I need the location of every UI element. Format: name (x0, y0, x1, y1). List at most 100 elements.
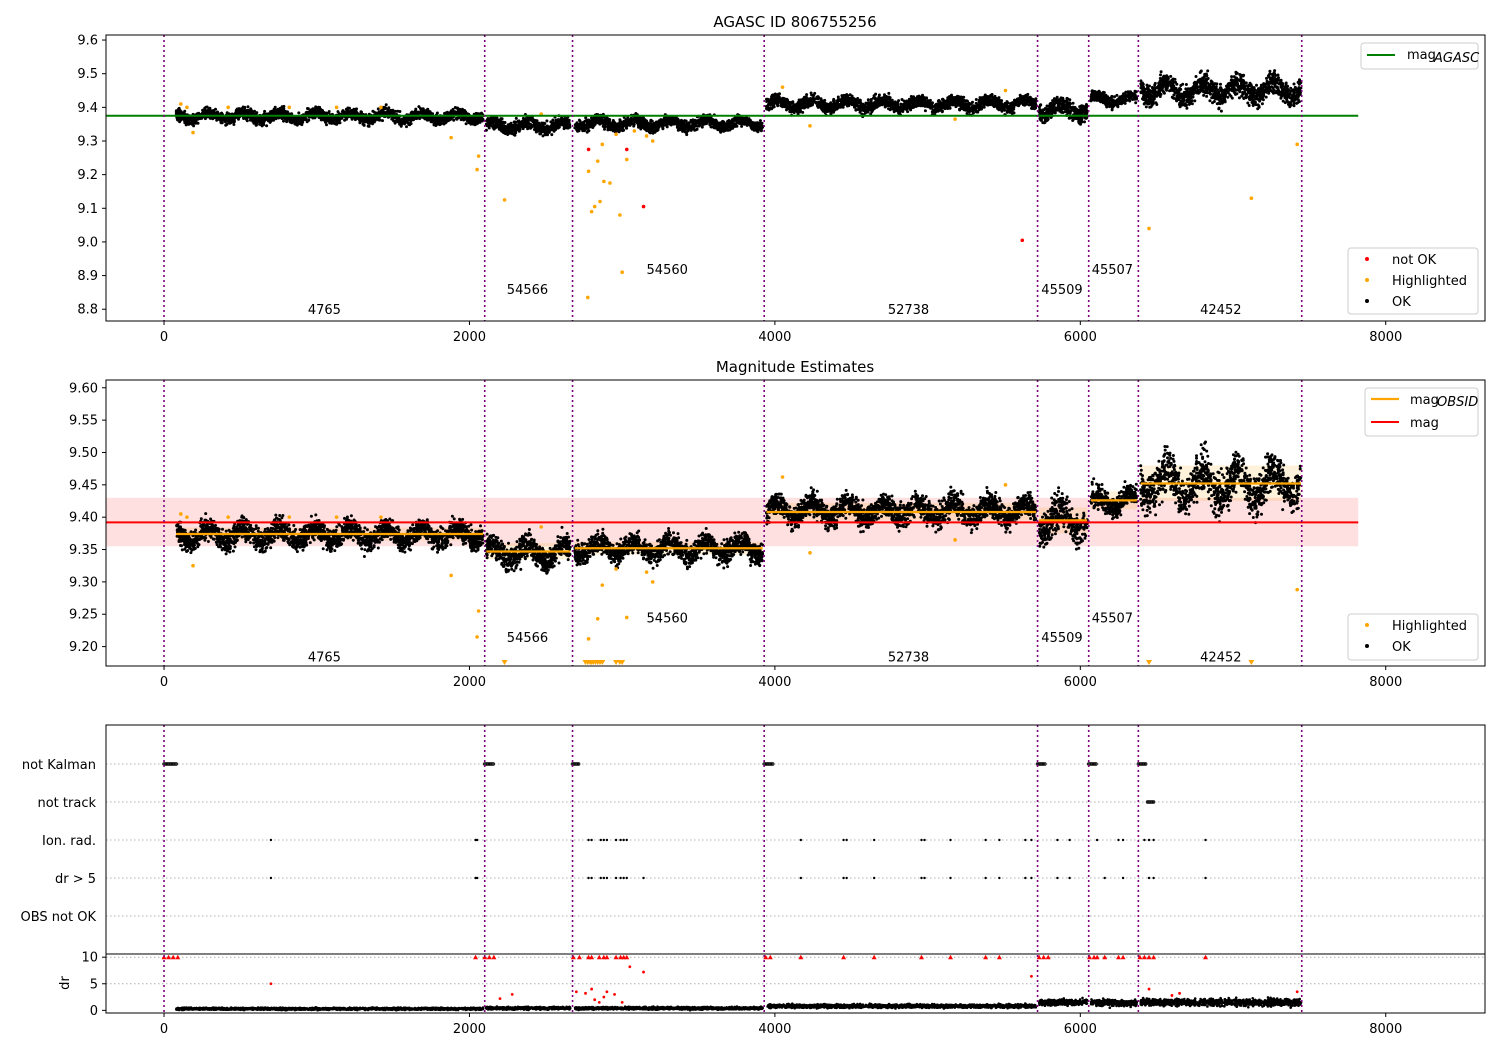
ok-point (500, 117, 504, 121)
ok-point (426, 107, 430, 111)
ok-point (648, 127, 652, 131)
ok-point (974, 98, 978, 101)
ok-point (682, 121, 686, 125)
ok-point (694, 124, 698, 128)
ok-point (672, 120, 676, 124)
ok-point (665, 124, 669, 127)
ok-point (516, 119, 520, 123)
ok-point (711, 118, 715, 122)
ok-point (333, 117, 337, 121)
ok-point (552, 129, 556, 133)
ok-point (490, 117, 494, 121)
ok-point (685, 131, 688, 135)
ok-point (809, 91, 813, 95)
ok-point (596, 117, 600, 121)
ok-point (585, 130, 589, 134)
ok-point (652, 124, 656, 128)
ok-point (425, 118, 429, 122)
ok-point (502, 125, 506, 129)
ok-point (270, 111, 274, 115)
ok-point (702, 122, 706, 126)
ok-point (288, 120, 292, 123)
ok-point (272, 107, 276, 111)
ok-point (887, 107, 890, 111)
ok-point (562, 127, 566, 131)
ok-point (748, 123, 752, 127)
ok-point (623, 121, 627, 125)
chart-title: AGASC ID 806755256 (713, 13, 876, 31)
ok-point (607, 125, 611, 129)
ok-point (718, 129, 722, 133)
ok-point (408, 117, 412, 121)
ok-point (499, 123, 503, 127)
ok-point (511, 128, 515, 132)
ok-point (435, 116, 439, 120)
ok-point (521, 116, 525, 120)
ok-point (384, 103, 388, 107)
ok-point (552, 121, 556, 125)
ok-point (400, 120, 404, 123)
ok-point (201, 108, 205, 112)
ok-point (445, 110, 449, 114)
ok-point (539, 132, 543, 136)
ok-point (900, 98, 904, 101)
ok-point (254, 121, 258, 125)
ok-point (314, 110, 318, 114)
ok-point (695, 127, 699, 131)
ok-point (931, 101, 934, 105)
ok-point (700, 125, 704, 129)
ok-point (441, 119, 445, 123)
ok-point (367, 120, 371, 124)
ok-point (620, 121, 624, 125)
ok-point (330, 117, 334, 121)
ok-point (568, 125, 572, 129)
ok-point (487, 126, 491, 130)
ok-point (367, 124, 371, 128)
ok-point (472, 118, 475, 122)
ok-point (499, 128, 503, 132)
ok-point (676, 118, 680, 122)
ok-point (562, 124, 566, 128)
ok-point (442, 122, 446, 126)
ok-point (697, 123, 701, 127)
ok-point (421, 109, 425, 113)
ok-point (602, 125, 606, 129)
ok-point (437, 121, 441, 125)
ok-point (965, 112, 969, 115)
ok-point (663, 118, 667, 122)
ok-point (724, 124, 728, 128)
ok-point (318, 111, 322, 115)
ok-point (233, 116, 237, 120)
ok-point (202, 111, 206, 115)
ok-point (695, 120, 699, 124)
ok-point (456, 106, 459, 110)
ok-point (653, 130, 657, 134)
ok-point (371, 118, 375, 122)
ok-point (620, 126, 624, 130)
ok-point (577, 118, 581, 122)
ok-point (376, 118, 380, 122)
ok-point (750, 127, 754, 131)
ok-point (736, 119, 740, 123)
ok-point (187, 117, 190, 121)
ok-point (232, 120, 236, 124)
ok-point (313, 107, 317, 111)
ok-point (522, 121, 526, 125)
ok-point (607, 120, 610, 124)
ok-point (265, 124, 269, 128)
ok-point (548, 125, 551, 129)
ok-point (596, 121, 599, 125)
ok-point (897, 111, 901, 115)
ok-point (529, 126, 532, 130)
ok-point (721, 119, 725, 123)
ok-point (507, 125, 511, 128)
ok-point (552, 126, 556, 130)
ok-point (686, 127, 690, 131)
ok-point (563, 119, 567, 123)
ok-point (751, 121, 755, 124)
ok-point (200, 116, 204, 120)
ok-point (512, 133, 516, 137)
ok-point (182, 117, 186, 121)
ok-point (610, 127, 614, 131)
